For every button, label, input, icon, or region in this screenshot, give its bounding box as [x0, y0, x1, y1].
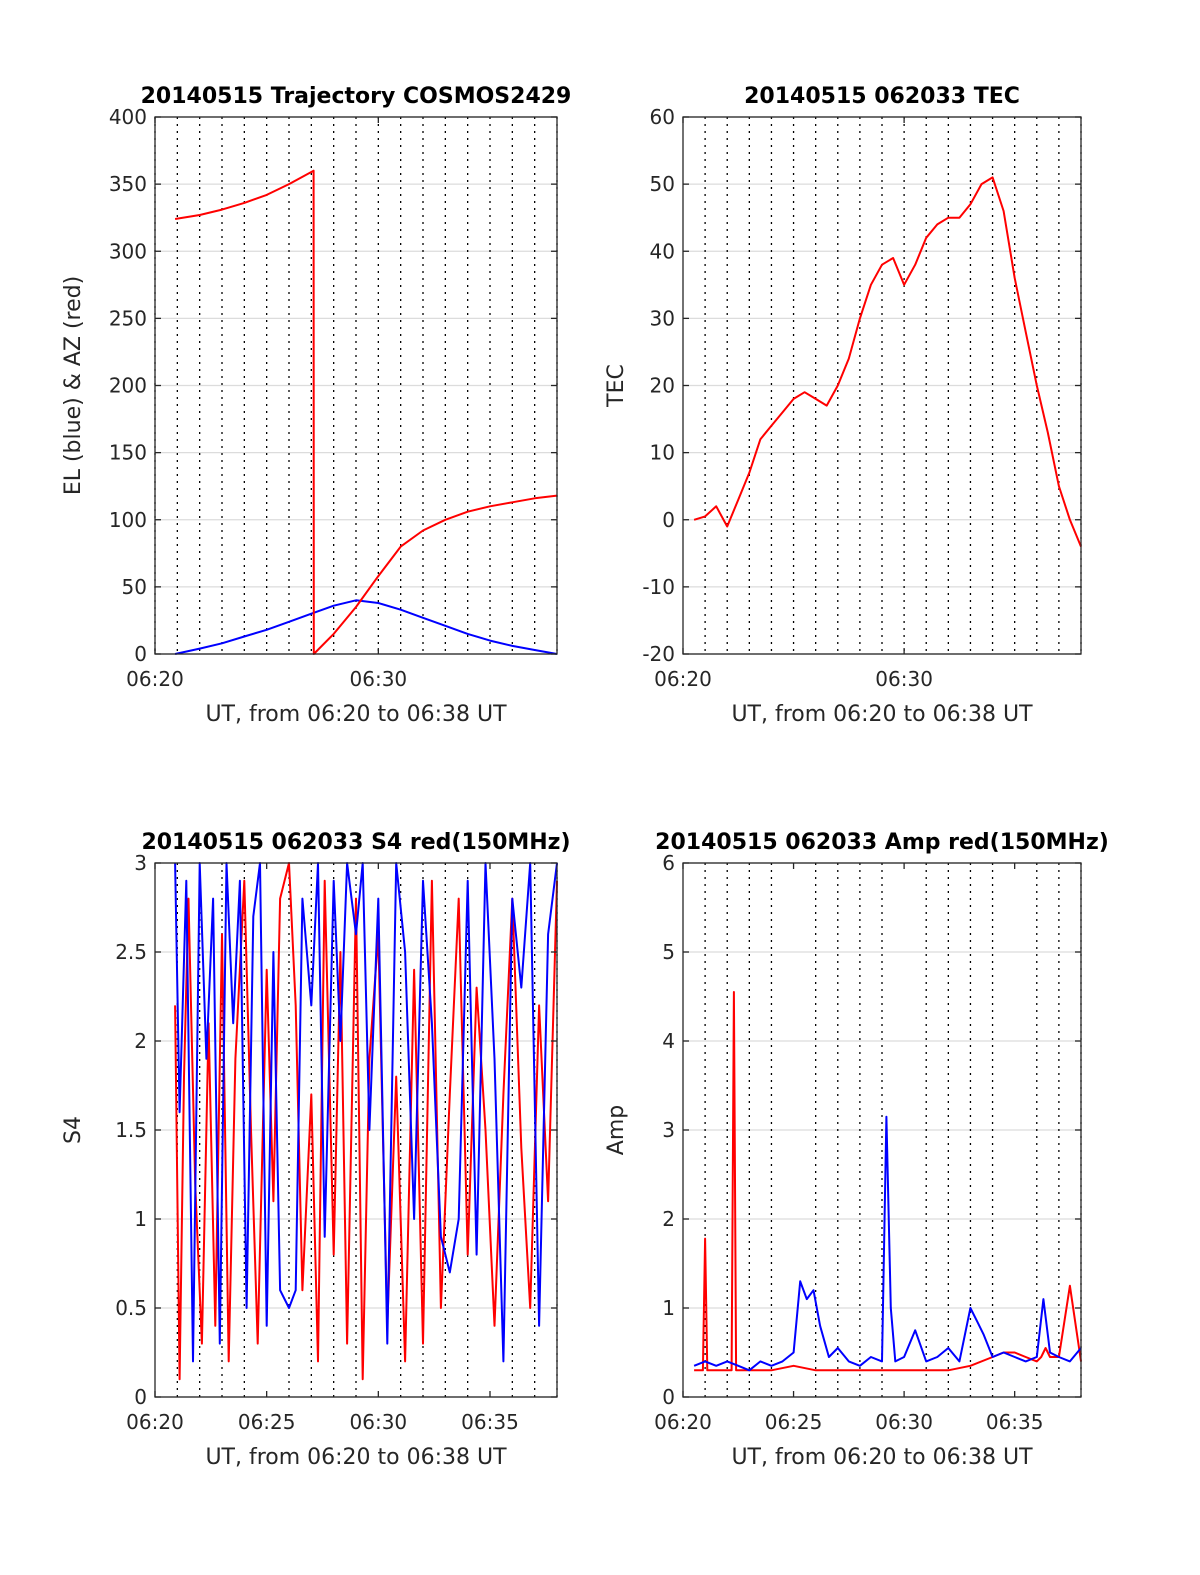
y-tick-label: 300 — [109, 239, 147, 263]
series-line-1 — [694, 991, 1082, 1372]
y-tick-label: 2 — [662, 1207, 675, 1231]
y-tick-label: 50 — [650, 172, 675, 196]
y-tick-label: 150 — [109, 441, 147, 465]
y-tick-label: 6 — [662, 851, 675, 875]
x-axis-label: UT, from 06:20 to 06:38 UT — [205, 1445, 507, 1470]
series-line-2 — [174, 862, 558, 1363]
x-tick-label: 06:30 — [350, 1410, 408, 1434]
x-tick-label: 06:30 — [875, 667, 933, 691]
y-tick-label: 0 — [134, 642, 147, 666]
x-tick-label: 06:30 — [875, 1410, 933, 1434]
series-line-2 — [693, 1115, 1082, 1372]
y-tick-label: 3 — [662, 1118, 675, 1142]
y-axis-label: S4 — [61, 1116, 86, 1144]
y-tick-label: -20 — [642, 642, 675, 666]
y-tick-label: 3 — [134, 851, 147, 875]
y-tick-label: 4 — [662, 1029, 675, 1053]
y-tick-label: 1.5 — [115, 1118, 147, 1142]
y-tick-label: 0 — [662, 1385, 675, 1409]
y-tick-label: 350 — [109, 172, 147, 196]
x-axis-label: UT, from 06:20 to 06:38 UT — [205, 702, 507, 727]
series-line-2 — [174, 169, 558, 655]
y-tick-label: 250 — [109, 306, 147, 330]
y-tick-label: 200 — [109, 374, 147, 398]
y-tick-label: 40 — [650, 239, 675, 263]
y-tick-label: 1 — [662, 1296, 675, 1320]
y-axis-label: Amp — [604, 1105, 629, 1155]
x-tick-label: 06:35 — [461, 1410, 519, 1434]
y-tick-label: 2 — [134, 1029, 147, 1053]
x-tick-label: 06:35 — [986, 1410, 1044, 1434]
chart-panel-1: 0 50 100 150 200 250 300 350 400 06:20 06:30 201405… — [61, 84, 571, 727]
y-tick-label: 0 — [134, 1385, 147, 1409]
y-tick-label: 400 — [109, 105, 147, 129]
y-axis-label: EL (blue) & AZ (red) — [61, 276, 86, 495]
x-tick-label: 06:20 — [654, 667, 712, 691]
y-tick-label: 2.5 — [115, 940, 147, 964]
x-tick-label: 06:20 — [126, 667, 184, 691]
y-tick-label: -10 — [642, 575, 675, 599]
chart-title: 20140515 062033 Amp red(150MHz) — [655, 830, 1109, 855]
chart-panel-2: -20 -10 0 10 20 30 40 50 60 06:20 06:30 20140515 06… — [604, 84, 1082, 727]
x-tick-label: 06:25 — [238, 1410, 296, 1434]
chart-title: 20140515 Trajectory COSMOS2429 — [141, 84, 572, 109]
chart-title: 20140515 062033 S4 red(150MHz) — [141, 830, 570, 855]
x-tick-label: 06:30 — [350, 667, 408, 691]
y-tick-label: 50 — [122, 575, 147, 599]
series-line-1 — [174, 599, 558, 655]
x-tick-label: 06:20 — [654, 1410, 712, 1434]
x-axis-label: UT, from 06:20 to 06:38 UT — [731, 702, 1033, 727]
y-tick-label: 5 — [662, 940, 675, 964]
y-tick-label: 1 — [134, 1207, 147, 1231]
x-tick-label: 06:20 — [126, 1410, 184, 1434]
chart-title: 20140515 062033 TEC — [744, 84, 1020, 109]
y-tick-label: 0.5 — [115, 1296, 147, 1320]
series-line-1 — [174, 862, 558, 1381]
series-line-1 — [693, 176, 1082, 547]
chart-panel-3: 0 0.5 1 1.5 2 2.5 3 06:20 06:25 06:30 06:35 2014051… — [61, 830, 571, 1470]
y-tick-label: 10 — [650, 441, 675, 465]
x-axis-label: UT, from 06:20 to 06:38 UT — [731, 1445, 1033, 1470]
y-tick-label: 20 — [650, 374, 675, 398]
y-tick-label: 30 — [650, 306, 675, 330]
y-axis-label: TEC — [604, 364, 629, 408]
y-tick-label: 100 — [109, 508, 147, 532]
x-tick-label: 06:25 — [765, 1410, 823, 1434]
y-tick-label: 60 — [650, 105, 675, 129]
y-tick-label: 0 — [662, 508, 675, 532]
chart-panel-4: 0 1 2 3 4 5 6 06:20 06:25 06:30 06:35 20140515 0620… — [604, 830, 1109, 1470]
